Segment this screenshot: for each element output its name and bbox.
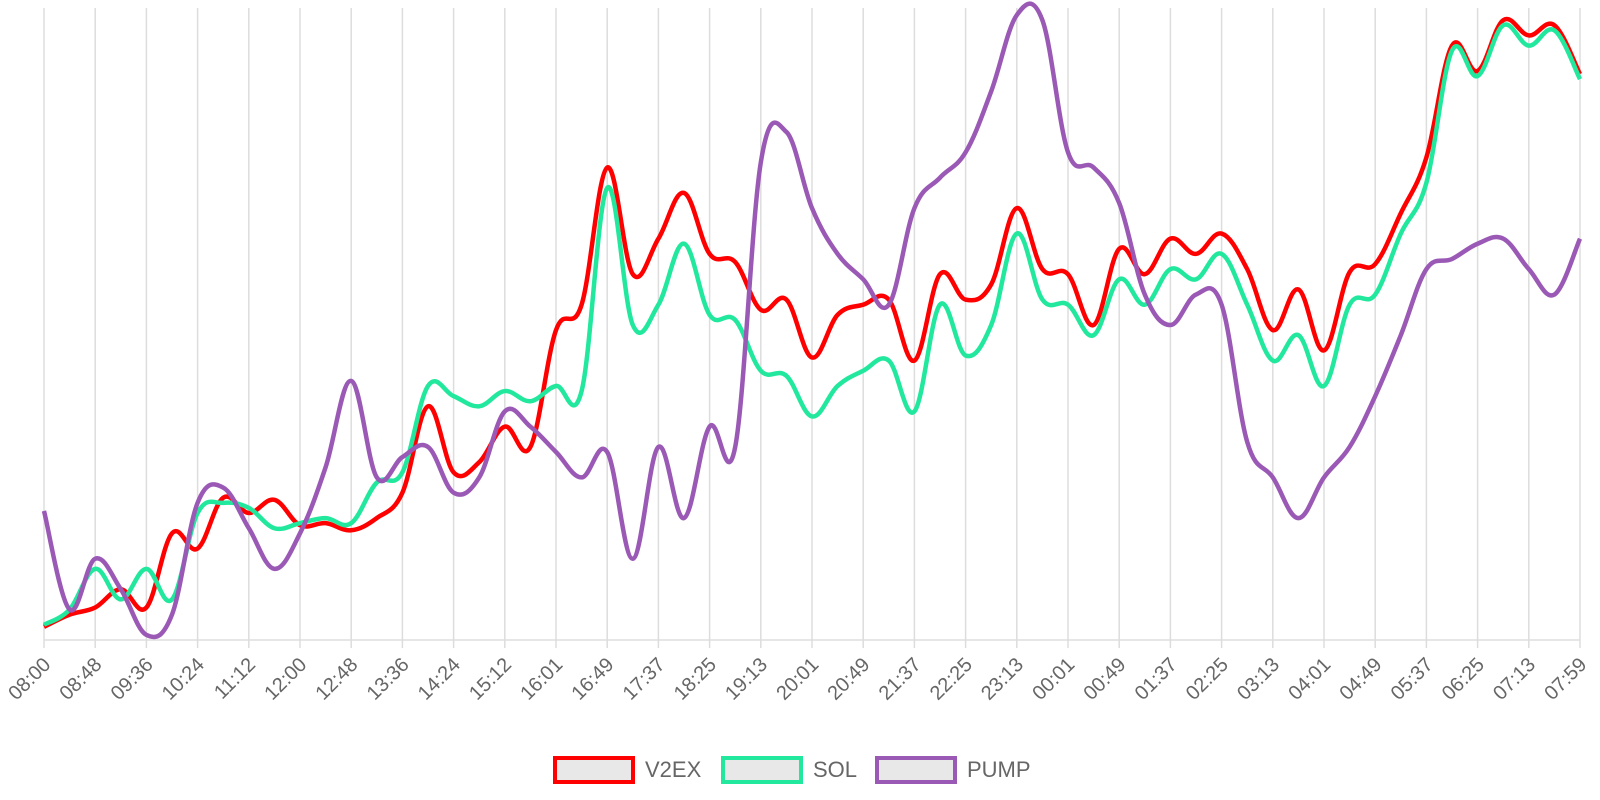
x-tick-label: 16:01: [516, 654, 567, 705]
x-tick-label: 14:24: [414, 654, 465, 705]
x-tick-label: 11:12: [210, 654, 260, 704]
x-tick-label: 19:13: [721, 654, 772, 705]
x-tick-label: 07:59: [1540, 654, 1591, 705]
x-tick-label: 08:48: [56, 654, 107, 705]
x-tick-label: 16:49: [568, 654, 619, 705]
series-line: [43, 16, 1583, 629]
x-tick-label: 20:01: [772, 654, 823, 705]
x-tick-label: 03:13: [1233, 654, 1284, 705]
x-tick-label: 04:49: [1336, 654, 1387, 705]
series-line: [41, 1, 1583, 640]
x-tick-label: 13:36: [363, 654, 414, 705]
x-tick-label: 21:37: [875, 654, 926, 705]
x-tick-label: 00:01: [1028, 654, 1079, 705]
x-tick-label: 05:37: [1387, 654, 1438, 705]
x-tick-label: 09:36: [107, 654, 158, 705]
x-tick-label: 08:00: [4, 654, 55, 705]
x-tick-label: 17:37: [619, 654, 670, 705]
x-tick-label: 23:13: [977, 654, 1028, 705]
legend-swatch: [553, 756, 635, 784]
x-tick-label: 18:25: [670, 654, 721, 705]
series-line: [42, 22, 1583, 627]
x-tick-label: 06:25: [1438, 654, 1489, 705]
x-tick-label: 07:13: [1489, 654, 1540, 705]
x-tick-label: 04:01: [1284, 654, 1335, 705]
legend-swatch: [875, 756, 957, 784]
x-tick-label: 12:48: [312, 654, 363, 705]
x-tick-label: 20:49: [824, 654, 875, 705]
x-tick-label: 12:00: [260, 654, 311, 705]
legend: V2EX SOL PUMP: [553, 756, 1031, 784]
x-tick-label: 00:49: [1080, 654, 1131, 705]
x-tick-label: 22:25: [926, 654, 977, 705]
legend-label: SOL: [813, 757, 857, 782]
x-tick-label: 15:12: [465, 654, 516, 705]
x-tick-label: 02:25: [1182, 654, 1233, 705]
x-tick-label: 10:24: [158, 654, 209, 705]
legend-swatch: [721, 756, 803, 784]
legend-label: PUMP: [967, 757, 1031, 782]
legend-label: V2EX: [645, 757, 702, 782]
x-tick-label: 01:37: [1131, 654, 1182, 705]
